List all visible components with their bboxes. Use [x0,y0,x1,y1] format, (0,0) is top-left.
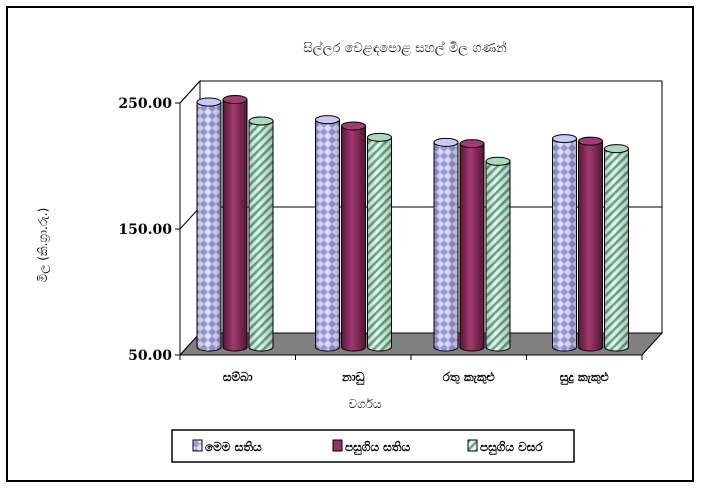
bar-top [604,144,629,154]
y-axis-title: මිල (කි.ග්‍රා.රු.) [36,208,51,283]
bar-top [433,137,459,147]
x-tick-label: රතු කැකුළු [443,370,495,385]
bar [367,132,392,352]
bar-shade [249,120,273,351]
bar-shade [223,99,247,352]
legend-swatch [332,439,343,452]
bar-shade [315,119,340,352]
bar [248,116,274,352]
bar [341,121,366,352]
bar-top [485,156,511,166]
bar [604,144,629,352]
x-axis-title: වර්ගය [348,397,381,411]
x-tick-label: සම්බා [223,370,253,384]
bar-top [552,134,577,144]
legend-label: මෙම සතිය [205,440,262,454]
bar-shade [434,142,458,351]
x-axis-ticks: සම්බා නාඩු රතු කැකුළු සුදු කැකුළු [179,354,643,386]
bar-shade [341,125,366,351]
bar-shade [486,161,510,351]
bar [196,97,222,352]
y-tick-label: 150.00 [118,222,172,238]
bar-top [196,97,222,107]
bar-shade [604,148,629,351]
legend-label: පසුගිය වසර [480,440,543,456]
grid-line [179,80,201,104]
legend-label: පසුගිය සතිය [345,440,411,456]
y-tick-label: 50.00 [128,348,172,364]
y-axis-ticks: 50.00 150.00 250.00 [118,96,180,364]
legend-swatch [467,439,478,452]
y-tick-label: 250.00 [118,96,172,112]
bar [315,115,340,352]
bar [433,137,459,352]
x-tick-label: සුදු කැකුළු [560,370,609,386]
legend-box [171,429,575,463]
chart-title: සිල්ලර වෙළඳපොළ සහල් මිල ගණන් [303,40,507,56]
legend: මෙම සතිය පසුගිය සතිය පසුගිය වසර [171,429,575,463]
bar-top [459,139,485,149]
bar-top [315,115,340,125]
bar-top [578,136,603,146]
bar-shade [367,137,392,351]
bar-shade [578,141,603,351]
bar-shade [552,138,577,351]
bar [552,134,577,352]
bars [196,95,629,352]
bar [485,156,511,352]
bar-shade [197,102,221,351]
x-tick-label: නාඩු [341,370,365,386]
bar [578,136,603,352]
bar [222,95,248,352]
bar-top [367,132,392,142]
legend-swatch [192,439,203,452]
bar-top [222,95,248,105]
bar [459,139,485,352]
bar-top [341,121,366,131]
bar-shade [460,143,484,351]
bar-top [248,116,274,126]
